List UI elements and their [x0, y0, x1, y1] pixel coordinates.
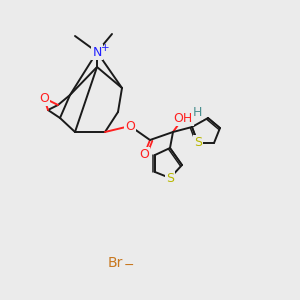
Text: +: + [101, 43, 109, 53]
Text: N: N [92, 46, 102, 59]
Text: S: S [166, 172, 174, 184]
Text: O: O [125, 119, 135, 133]
Text: O: O [139, 148, 149, 161]
Text: S: S [194, 136, 202, 149]
Text: O: O [39, 92, 49, 104]
Text: H: H [192, 106, 202, 118]
Text: OH: OH [173, 112, 193, 124]
Text: Br: Br [107, 256, 123, 270]
Text: −: − [124, 259, 134, 272]
